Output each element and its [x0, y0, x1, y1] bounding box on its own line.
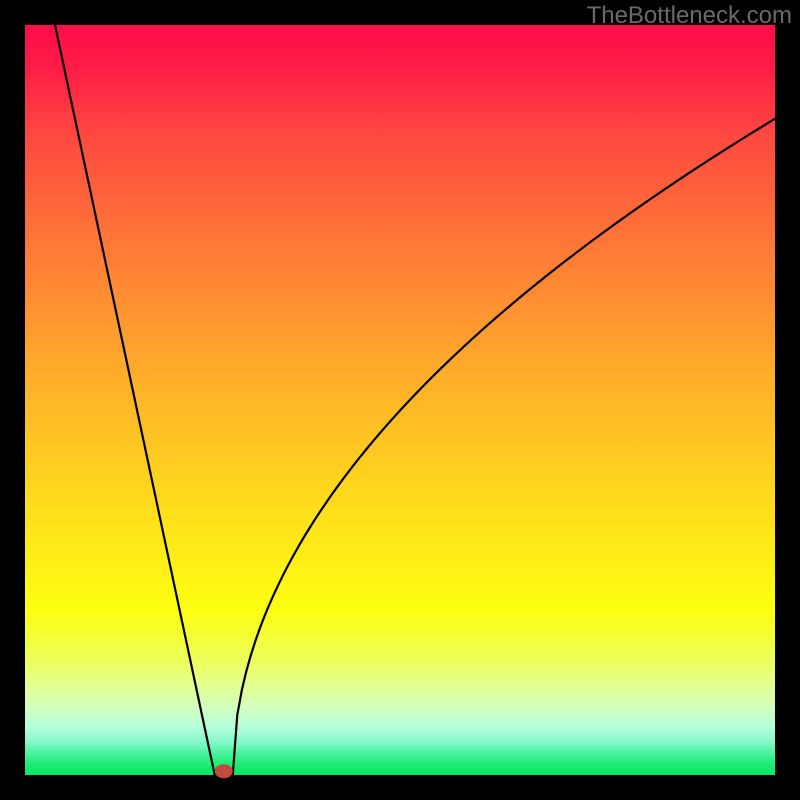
chart-svg: [0, 0, 800, 800]
gradient-plot-area: [25, 25, 775, 775]
bottleneck-chart-canvas: TheBottleneck.com: [0, 0, 800, 800]
optimal-point-marker: [215, 764, 233, 778]
